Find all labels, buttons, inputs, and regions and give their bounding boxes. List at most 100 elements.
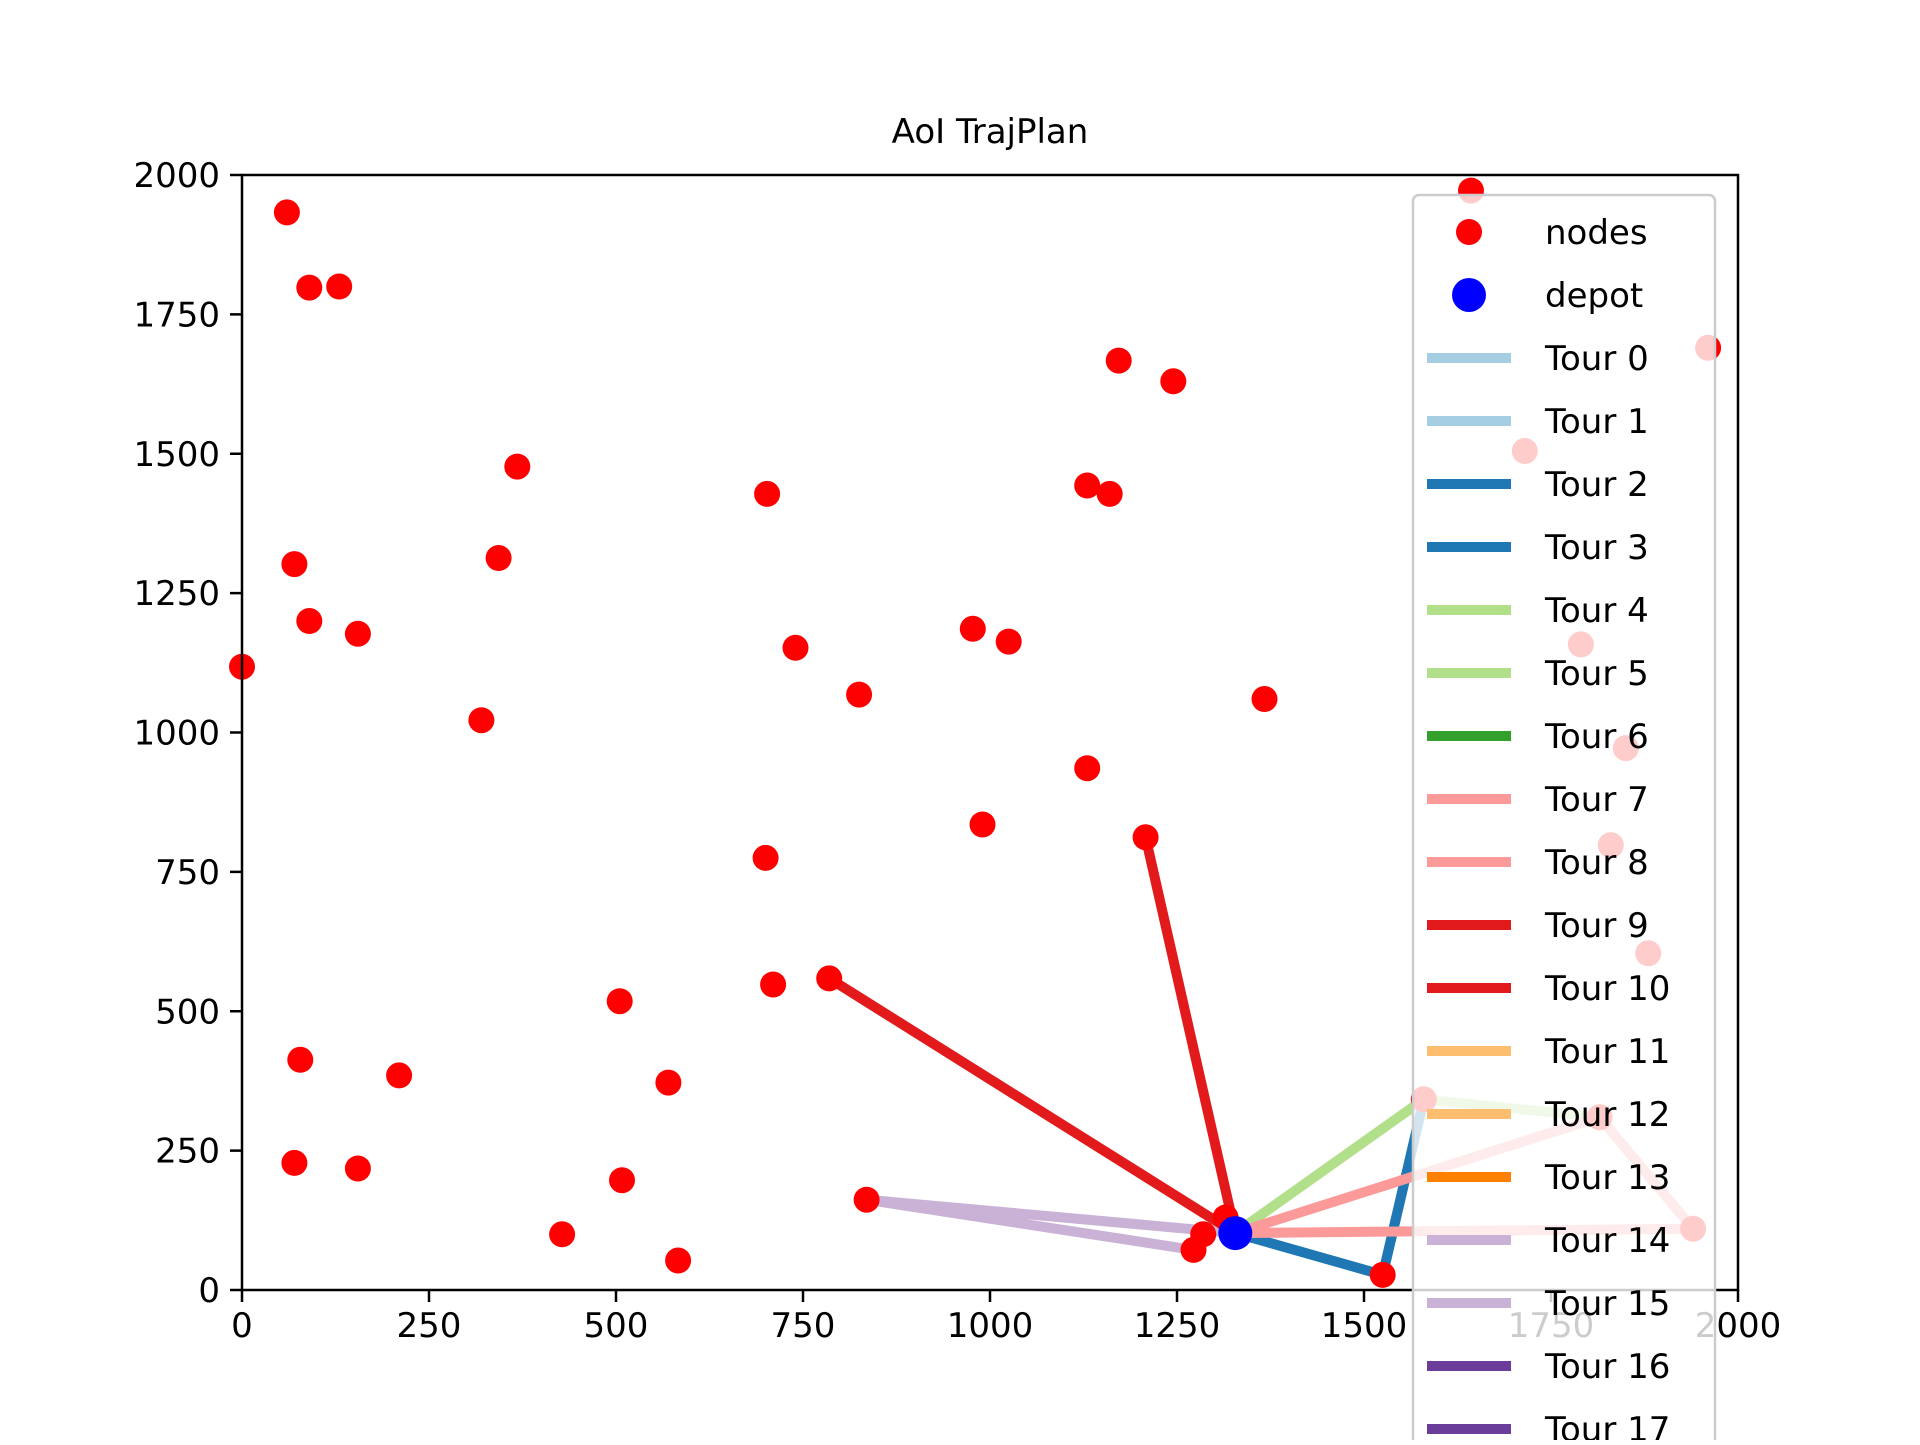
y-tick-label: 0 — [198, 1271, 220, 1311]
legend-tour-16-label: Tour 16 — [1544, 1347, 1670, 1387]
node-point — [485, 545, 512, 571]
legend-tour-10-label: Tour 10 — [1544, 969, 1670, 1009]
legend-tour-5-label: Tour 5 — [1544, 654, 1649, 694]
legend-depot: depot — [1452, 276, 1643, 316]
legend-tour-2-label: Tour 2 — [1544, 465, 1649, 505]
y-tick-label: 1750 — [133, 295, 220, 335]
node-point — [296, 608, 323, 634]
legend-tour-2: Tour 2 — [1427, 465, 1649, 505]
legend-depot-label: depot — [1545, 276, 1643, 316]
legend-tour-14: Tour 14 — [1427, 1221, 1670, 1261]
node-point — [1096, 480, 1123, 507]
node-point — [752, 844, 779, 871]
legend-box — [1411, 193, 1717, 1445]
legend-tour-4: Tour 4 — [1427, 591, 1649, 631]
node-point — [281, 1149, 308, 1176]
legend-tour-8-label: Tour 8 — [1544, 843, 1649, 883]
legend-tour-9: Tour 9 — [1427, 906, 1649, 946]
legend-tour-6-label: Tour 6 — [1544, 717, 1649, 757]
node-point — [344, 620, 371, 647]
node-point — [1180, 1236, 1207, 1263]
legend-tour-1-label: Tour 1 — [1544, 402, 1649, 442]
legend-tour-15-label: Tour 15 — [1544, 1284, 1670, 1324]
legend-tour-0: Tour 0 — [1427, 339, 1649, 379]
legend-tour-13: Tour 13 — [1427, 1158, 1670, 1198]
chart-title: AoI TrajPlan — [892, 112, 1089, 152]
node-point — [846, 681, 873, 708]
legend-tour-9-label: Tour 9 — [1544, 906, 1649, 946]
node-point — [760, 971, 787, 998]
legend-tour-8: Tour 8 — [1427, 843, 1649, 883]
x-tick-label: 1250 — [1134, 1306, 1221, 1346]
node-point — [273, 199, 300, 226]
legend-tour-3: Tour 3 — [1427, 528, 1649, 568]
legend-tour-12-label: Tour 12 — [1544, 1095, 1670, 1135]
x-tick-label: 1500 — [1321, 1306, 1408, 1346]
x-tick-label: 0 — [231, 1306, 253, 1346]
legend-tour-0-label: Tour 0 — [1544, 339, 1649, 379]
node-point — [1160, 368, 1187, 395]
node-point — [995, 628, 1022, 655]
legend-tour-1: Tour 1 — [1427, 402, 1649, 442]
node-point — [1251, 686, 1278, 712]
legend-tour-11: Tour 11 — [1427, 1032, 1670, 1072]
y-tick-label: 750 — [155, 853, 220, 893]
y-tick-label: 250 — [155, 1132, 220, 1172]
legend-tour-5: Tour 5 — [1427, 654, 1649, 694]
node-point — [969, 811, 996, 838]
legend-nodes-label: nodes — [1545, 213, 1648, 253]
legend-tour-17-label: Tour 17 — [1544, 1410, 1670, 1440]
node-point — [959, 615, 986, 642]
tour-9-path — [1140, 836, 1241, 1235]
x-tick-label: 750 — [771, 1306, 836, 1346]
legend-tour-16: Tour 16 — [1427, 1347, 1670, 1387]
node-point — [816, 965, 843, 992]
legend-nodes: nodes — [1456, 213, 1648, 253]
node-point — [344, 1155, 371, 1182]
x-tick-label: 250 — [397, 1306, 462, 1346]
node-point — [665, 1247, 692, 1274]
node-point — [1132, 824, 1159, 851]
depot-point — [1218, 1216, 1253, 1251]
legend-tour-13-label: Tour 13 — [1544, 1158, 1670, 1198]
node-point — [655, 1069, 682, 1096]
node-point — [296, 274, 323, 301]
legend-tour-15: Tour 15 — [1427, 1284, 1670, 1324]
node-point — [504, 453, 531, 480]
legend-tour-14-label: Tour 14 — [1544, 1221, 1670, 1261]
legend-tour-7: Tour 7 — [1427, 780, 1649, 820]
node-point — [287, 1046, 314, 1073]
tour-10-path — [826, 974, 1238, 1238]
legend-tour-6: Tour 6 — [1427, 717, 1649, 757]
x-tick-label: 1000 — [947, 1306, 1034, 1346]
node-point — [754, 480, 781, 507]
legend-tour-4-label: Tour 4 — [1544, 591, 1649, 631]
legend-tour-10: Tour 10 — [1427, 969, 1670, 1009]
legend-depot-marker — [1452, 278, 1486, 312]
legend-tour-3-label: Tour 3 — [1544, 528, 1649, 568]
node-point — [1074, 755, 1101, 782]
node-point — [606, 988, 633, 1015]
node-point — [326, 273, 353, 300]
y-tick-label: 2000 — [133, 156, 220, 196]
legend-tour-17: Tour 17 — [1427, 1410, 1670, 1445]
legend-nodes-marker — [1456, 219, 1482, 245]
node-point — [549, 1221, 576, 1248]
y-tick-label: 1000 — [133, 714, 220, 754]
node-point — [609, 1167, 635, 1194]
node-point — [1105, 347, 1132, 374]
legend-tour-12: Tour 12 — [1427, 1095, 1670, 1135]
y-tick-label: 500 — [155, 992, 220, 1032]
y-tick-label: 1250 — [133, 574, 220, 614]
y-tick-label: 1500 — [133, 435, 220, 475]
node-point — [1369, 1261, 1396, 1288]
legend-tour-7-label: Tour 7 — [1544, 780, 1649, 820]
node-point — [1074, 472, 1101, 499]
node-point — [853, 1186, 880, 1213]
node-point — [782, 634, 809, 661]
legend-tour-11-label: Tour 11 — [1544, 1032, 1670, 1072]
x-tick-label: 500 — [584, 1306, 649, 1346]
node-point — [386, 1062, 413, 1089]
